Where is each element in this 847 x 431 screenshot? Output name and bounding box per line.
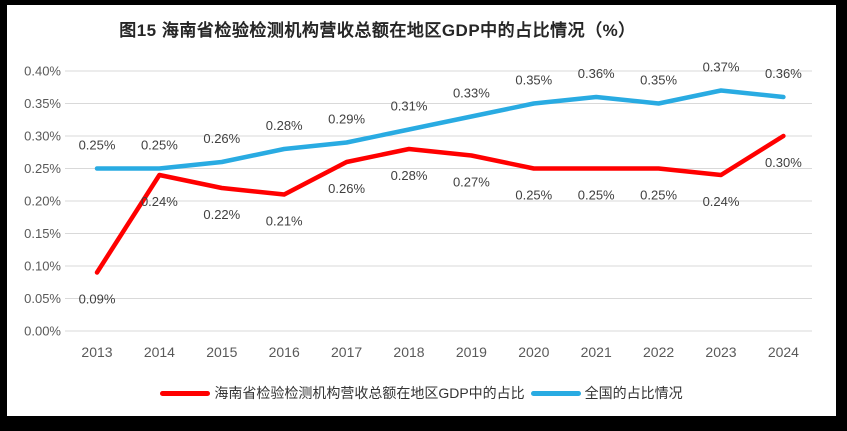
x-axis-tick-label: 2023	[705, 344, 736, 360]
x-axis-tick-label: 2019	[456, 344, 487, 360]
data-label-series-0: 0.09%	[79, 292, 116, 307]
y-axis-tick-label: 0.35%	[24, 96, 61, 111]
x-axis-tick-label: 2016	[269, 344, 300, 360]
x-axis-tick-label: 2021	[581, 344, 612, 360]
data-label-series-0: 0.25%	[640, 188, 677, 203]
chart-legend: 海南省检验检测机构营收总额在地区GDP中的占比 全国的占比情况	[7, 383, 836, 403]
data-label-series-0: 0.27%	[453, 175, 490, 190]
y-axis-tick-label: 0.20%	[24, 194, 61, 209]
x-axis-tick-label: 2018	[393, 344, 424, 360]
data-label-series-0: 0.30%	[765, 155, 802, 170]
data-label-series-1: 0.35%	[640, 73, 677, 88]
data-label-series-0: 0.24%	[703, 194, 740, 209]
data-label-series-1: 0.31%	[391, 99, 428, 114]
y-axis-tick-label: 0.40%	[24, 64, 61, 79]
legend-marker-blue-line	[530, 390, 581, 396]
data-label-series-0: 0.22%	[203, 207, 240, 222]
chart-panel: 图15 海南省检验检测机构营收总额在地区GDP中的占比情况（%） 0.00% 0.…	[7, 5, 836, 416]
legend-marker-red-line	[160, 390, 211, 396]
data-label-series-1: 0.33%	[453, 86, 490, 101]
data-label-series-1: 0.35%	[515, 73, 552, 88]
series-line-1	[94, 88, 786, 171]
y-axis-tick-label: 0.10%	[24, 259, 61, 274]
x-axis-tick-label: 2013	[81, 344, 112, 360]
legend-label-national: 全国的占比情况	[584, 385, 683, 401]
legend-item-national: 全国的占比情况	[530, 383, 683, 403]
x-axis-tick-label: 2020	[518, 344, 549, 360]
data-label-series-0: 0.26%	[328, 181, 365, 196]
chart-title: 图15 海南省检验检测机构营收总额在地区GDP中的占比情况（%）	[119, 21, 636, 40]
data-label-series-0: 0.24%	[141, 194, 178, 209]
y-axis-tick-label: 0.00%	[24, 324, 61, 339]
x-axis-tick-label: 2014	[144, 344, 175, 360]
x-axis-tick-label: 2017	[331, 344, 362, 360]
y-axis-tick-label: 0.15%	[24, 226, 61, 241]
y-axis-tick-label: 0.25%	[24, 161, 61, 176]
data-label-series-0: 0.21%	[266, 214, 303, 229]
line-chart-plot-area: 0.00% 0.05% 0.10% 0.15% 0.20% 0.25% 0.30% 0.35%…	[24, 60, 812, 360]
data-label-series-1: 0.26%	[203, 131, 240, 146]
data-label-series-0: 0.28%	[391, 168, 428, 183]
y-axis-tick-label: 0.30%	[24, 129, 61, 144]
data-label-series-0: 0.25%	[578, 188, 615, 203]
data-label-series-1: 0.29%	[328, 112, 365, 127]
data-label-series-1: 0.25%	[141, 138, 178, 153]
data-label-series-1: 0.28%	[266, 118, 303, 133]
x-axis-tick-label: 2024	[768, 344, 799, 360]
legend-item-hainan: 海南省检验检测机构营收总额在地区GDP中的占比	[160, 383, 525, 403]
x-axis-tick-label: 2015	[206, 344, 237, 360]
x-axis-tick-label: 2022	[643, 344, 674, 360]
y-axis-tick-label: 0.05%	[24, 291, 61, 306]
legend-label-hainan: 海南省检验检测机构营收总额在地区GDP中的占比	[214, 385, 525, 401]
data-label-series-1: 0.25%	[79, 138, 116, 153]
data-label-series-1: 0.36%	[578, 66, 615, 81]
data-label-series-0: 0.25%	[515, 188, 552, 203]
data-label-series-1: 0.37%	[703, 60, 740, 75]
data-label-series-1: 0.36%	[765, 66, 802, 81]
series-line-0	[94, 133, 786, 275]
